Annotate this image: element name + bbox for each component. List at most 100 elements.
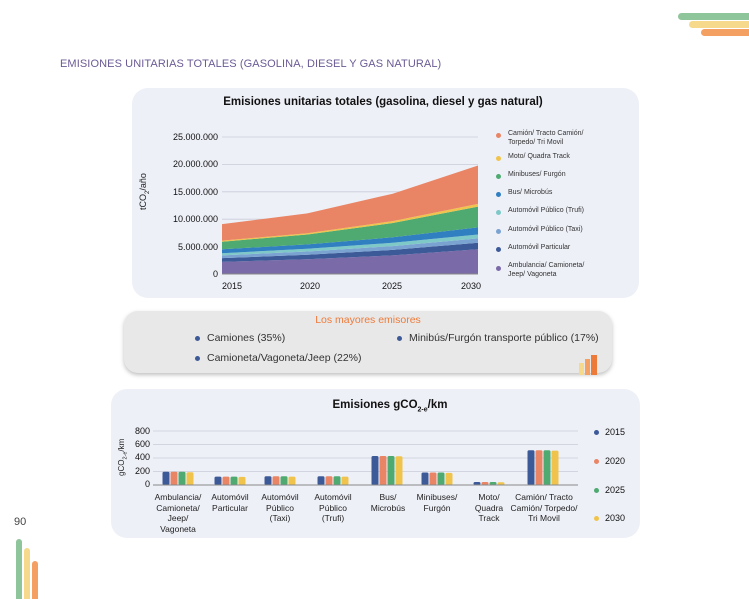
bullet-icon <box>195 356 200 361</box>
bar-3-2 <box>333 476 341 485</box>
legend-label: 2015 <box>605 427 626 437</box>
bar-chart-title: Emisiones gCO2-e/km <box>290 399 490 413</box>
legend-label: Minibuses/ Furgón <box>508 171 566 178</box>
area-series-4 <box>222 227 478 254</box>
bar-0-2 <box>178 471 186 485</box>
legend-dot <box>496 229 501 234</box>
bar-5-3 <box>445 472 453 485</box>
bar-5-2 <box>437 472 445 485</box>
area-chart-title: Emisiones unitarias totales (gasolina, d… <box>223 96 543 108</box>
top-emitters-box <box>124 311 612 373</box>
decor-bar-orange <box>32 561 38 599</box>
bar-title-pre: Emisiones gCO <box>332 399 418 411</box>
legend-dot <box>496 266 501 271</box>
bar-7-3 <box>551 450 559 485</box>
legend-dot <box>496 210 501 215</box>
legend-dot <box>496 174 501 179</box>
decor-bar-green <box>16 539 22 599</box>
bar-1-0 <box>214 476 222 485</box>
bar-category-label: Automóvil Público (Taxi) <box>261 492 299 523</box>
area-ytick: 20.000.000 <box>172 159 218 169</box>
area-ytick: 25.000.000 <box>172 132 218 142</box>
area-xtick: 2020 <box>299 281 321 291</box>
bar-4-0 <box>371 456 379 485</box>
bar-7-2 <box>543 450 551 485</box>
bar-2-2 <box>280 476 288 485</box>
bar-category-label: Automóvil Público (Trufi) <box>314 492 352 523</box>
bar-category-label: Bus/ Microbús <box>370 492 406 513</box>
bar-5-0 <box>421 472 429 485</box>
bar-4-3 <box>395 456 403 485</box>
emitter-item: Camioneta/Vagoneta/Jeep (22%) <box>207 352 362 364</box>
bar-5-1 <box>429 472 437 485</box>
legend-dot <box>594 516 599 521</box>
decor-bar-yellow <box>24 548 30 599</box>
bar-title-post: /km <box>427 399 448 411</box>
legend-dot <box>594 488 599 493</box>
bar-0-0 <box>162 471 170 485</box>
legend-label: Camión/ Tracto Camión/ Torpedo/ Tri Movi… <box>508 130 584 146</box>
bar-category-label: Minibuses/ Furgón <box>416 492 458 513</box>
bar-ytick: 200 <box>134 466 150 476</box>
area-series-5 <box>222 206 478 250</box>
bar-6-2 <box>489 482 497 485</box>
area-xtick: 2030 <box>460 281 482 291</box>
bar-6-3 <box>497 482 505 485</box>
bar-1-2 <box>230 476 238 485</box>
legend-dot <box>496 156 501 161</box>
legend-label: Bus/ Microbús <box>508 189 553 196</box>
legend-dot <box>496 192 501 197</box>
top-emitters-title: Los mayores emisores <box>315 314 421 326</box>
legend-dot <box>594 459 599 464</box>
area-ytick: 5.000.000 <box>177 242 218 252</box>
bar-category-label: Automóvil Particular <box>211 492 249 513</box>
legend-label: Moto/ Quadra Track <box>508 153 570 160</box>
bar-0-3 <box>186 472 194 485</box>
bar-0-1 <box>170 471 178 485</box>
legend-label: Ambulancia/ Camioneta/ Jeep/ Vagoneta <box>508 262 585 278</box>
area-series-3 <box>222 234 478 256</box>
area-series-0 <box>222 249 478 274</box>
bar-ytick: 0 <box>144 479 150 489</box>
area-series-2 <box>222 238 478 259</box>
bar-ytick: 600 <box>134 439 150 449</box>
legend-dot <box>496 247 501 252</box>
bar-category-label: Camión/ Tracto Camión/ Torpedo/ Tri Movi… <box>510 492 578 523</box>
bar-2-0 <box>264 476 272 485</box>
bar-3-1 <box>325 476 333 485</box>
decor-stripe-green <box>678 13 749 20</box>
bar-title-sub: 2-e <box>417 406 428 414</box>
bar-ytick: 400 <box>134 452 150 462</box>
bar-7-1 <box>535 450 543 485</box>
legend-label: 2025 <box>605 485 626 495</box>
bullet-icon <box>397 336 402 341</box>
area-ytick: 15.000.000 <box>172 187 218 197</box>
area-series-1 <box>222 242 478 262</box>
bar-3-0 <box>317 476 325 485</box>
bar-2-3 <box>288 476 296 485</box>
bar-category-label: Moto/ Quadra Track <box>474 492 504 523</box>
bar-1-3 <box>238 476 246 485</box>
bar-category-label: Ambulancia/ Camioneta/ Jeep/ Vagoneta <box>154 492 202 534</box>
section-title: EMISIONES UNITARIAS TOTALES (GASOLINA, D… <box>60 58 442 70</box>
page-number: 90 <box>14 516 27 528</box>
decor-stripe-yellow <box>689 21 749 28</box>
bar-6-0 <box>473 482 481 485</box>
emitter-item: Minibús/Furgón transporte público (17%) <box>409 332 599 344</box>
decor-stripe-orange <box>701 29 749 36</box>
bar-2-1 <box>272 476 280 485</box>
legend-label: 2020 <box>605 456 626 466</box>
bar-4-1 <box>379 456 387 485</box>
bar-6-1 <box>481 482 489 485</box>
bar-3-3 <box>341 476 349 485</box>
bar-7-0 <box>527 450 535 485</box>
legend-label: 2030 <box>605 513 626 523</box>
legend-label: Automóvil Particular <box>508 244 571 251</box>
bar-ytick: 800 <box>134 426 150 436</box>
emitter-item: Camiones (35%) <box>207 332 286 344</box>
bar-1-1 <box>222 476 230 485</box>
legend-dot <box>496 133 501 138</box>
area-ytick: 10.000.000 <box>172 214 218 224</box>
